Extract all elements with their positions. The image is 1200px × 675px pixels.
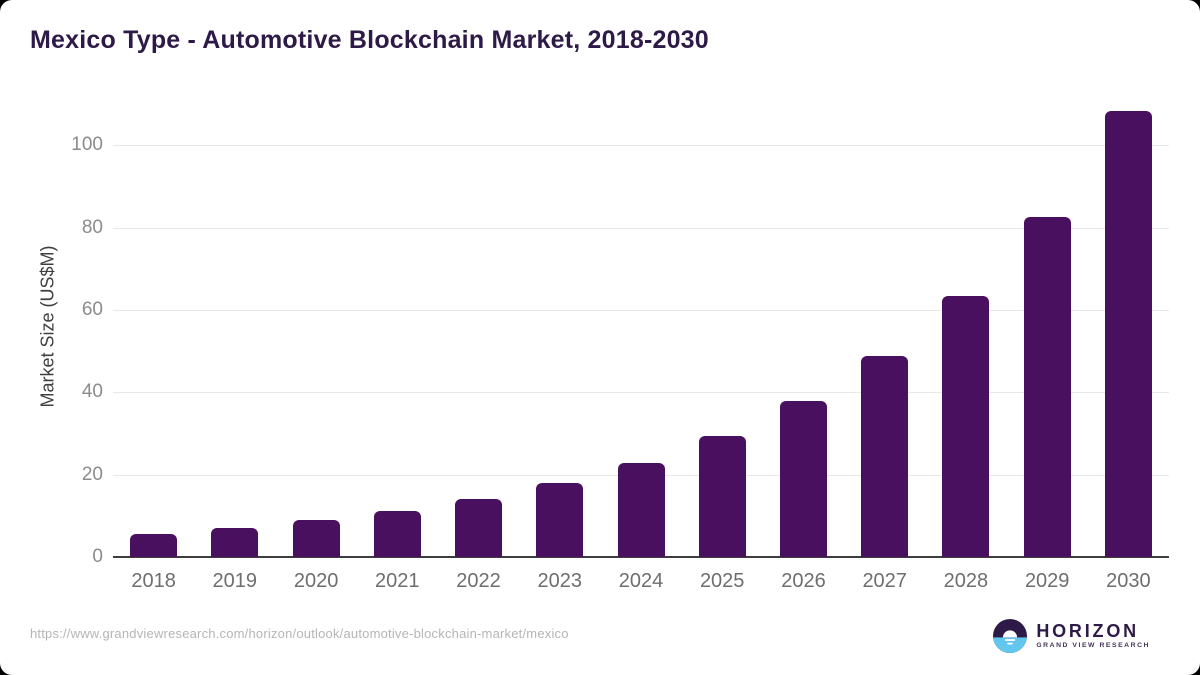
- gridline-100: [113, 145, 1169, 147]
- horizon-logo-icon: [993, 619, 1028, 653]
- x-tick-label-2028: 2028: [943, 570, 989, 592]
- bar-2018: [130, 533, 178, 557]
- x-tick-label-2020: 2020: [293, 570, 339, 592]
- horizon-logo-name: HORIZON: [1036, 621, 1139, 642]
- bar-2028: [942, 296, 990, 557]
- gridline-60: [113, 309, 1169, 311]
- gridline-80: [113, 227, 1169, 229]
- bar-2023: [536, 482, 584, 557]
- bar-2025: [698, 436, 746, 557]
- x-tick-label-2019: 2019: [212, 570, 258, 592]
- x-tick-label-2024: 2024: [618, 570, 664, 592]
- x-tick-label-2029: 2029: [1024, 570, 1070, 592]
- chart-title: Mexico Type - Automotive Blockchain Mark…: [30, 26, 709, 54]
- y-tick-label-20: 20: [81, 463, 103, 485]
- y-tick-label-0: 0: [92, 546, 103, 567]
- bar-2020: [292, 520, 340, 557]
- x-tick-label-2023: 2023: [537, 570, 583, 592]
- horizon-logo: HORIZON GRAND VIEW RESEARCH: [993, 619, 1150, 653]
- source-url: https://www.grandviewresearch.com/horizo…: [30, 626, 569, 641]
- x-tick-label-2018: 2018: [131, 570, 176, 592]
- bar-2029: [1023, 216, 1071, 557]
- bar-2021: [373, 510, 421, 557]
- bar-2019: [211, 527, 259, 557]
- bar-2026: [780, 400, 827, 557]
- horizon-logo-tagline: GRAND VIEW RESEARCH: [1036, 642, 1150, 650]
- bar-2027: [861, 355, 909, 557]
- bar-2030: [1104, 111, 1152, 557]
- x-tick-label-2030: 2030: [1106, 570, 1151, 592]
- x-tick-label-2027: 2027: [862, 570, 907, 592]
- y-tick-label-60: 60: [81, 298, 103, 320]
- y-tick-label-100: 100: [71, 134, 103, 156]
- x-tick-label-2026: 2026: [781, 570, 826, 592]
- x-axis-line: [113, 556, 1169, 558]
- y-axis-title: Market Size (US$M): [37, 245, 58, 408]
- y-tick-label-80: 80: [81, 216, 103, 238]
- bar-2024: [617, 462, 665, 557]
- x-tick-label-2021: 2021: [375, 570, 420, 592]
- horizon-logo-text: HORIZON GRAND VIEW RESEARCH: [1036, 622, 1150, 650]
- x-tick-label-2022: 2022: [456, 570, 501, 592]
- y-tick-label-40: 40: [81, 381, 103, 403]
- gridline-40: [113, 392, 1169, 394]
- x-tick-label-2025: 2025: [699, 570, 745, 592]
- bar-2022: [455, 498, 502, 557]
